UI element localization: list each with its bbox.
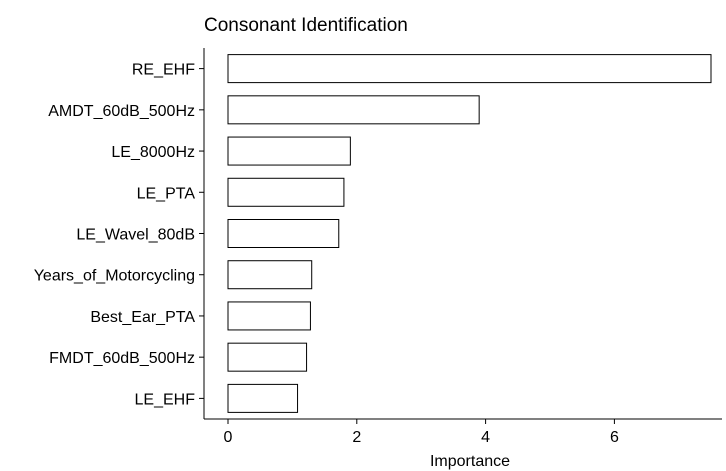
x-tick-label: 4 [481,429,490,446]
x-tick-label: 2 [352,429,361,446]
y-tick-label: FMDT_60dB_500Hz [49,350,195,367]
bar-best-ear-pta [227,301,311,331]
x-axis-ticks: 0 2 4 6 [224,419,619,446]
bar-le-pta [227,177,345,207]
y-tick-label: LE_PTA [137,185,196,202]
bars-group [227,54,712,413]
bar-le-wavel-80db [227,219,340,248]
y-tick-label: Years_of_Motorcycling [34,268,195,285]
bar-years-of-motorcycling [227,260,313,290]
bar-fmdt-60db-500hz [227,342,308,372]
y-tick-label: LE_Wavel_80dB [76,227,195,244]
chart-title: Consonant Identification [204,15,408,36]
y-tick-label: AMDT_60dB_500Hz [48,103,195,120]
bar-le-8000hz [227,136,351,166]
x-tick-label: 6 [610,429,619,446]
x-tick-label: 0 [224,429,233,446]
y-axis-ticks: RE_EHF AMDT_60dB_500Hz LE_8000Hz LE_PTA LE_W… [34,62,204,408]
y-tick-label: LE_8000Hz [111,144,195,161]
bar-re-ehf [227,54,712,84]
bar-le-ehf [227,383,299,413]
y-tick-label: LE_EHF [135,391,196,408]
y-tick-label: RE_EHF [132,62,195,79]
bar-amdt-60db-500hz [227,95,480,125]
x-axis-title: Importance [430,453,510,470]
y-tick-label: Best_Ear_PTA [90,309,195,326]
